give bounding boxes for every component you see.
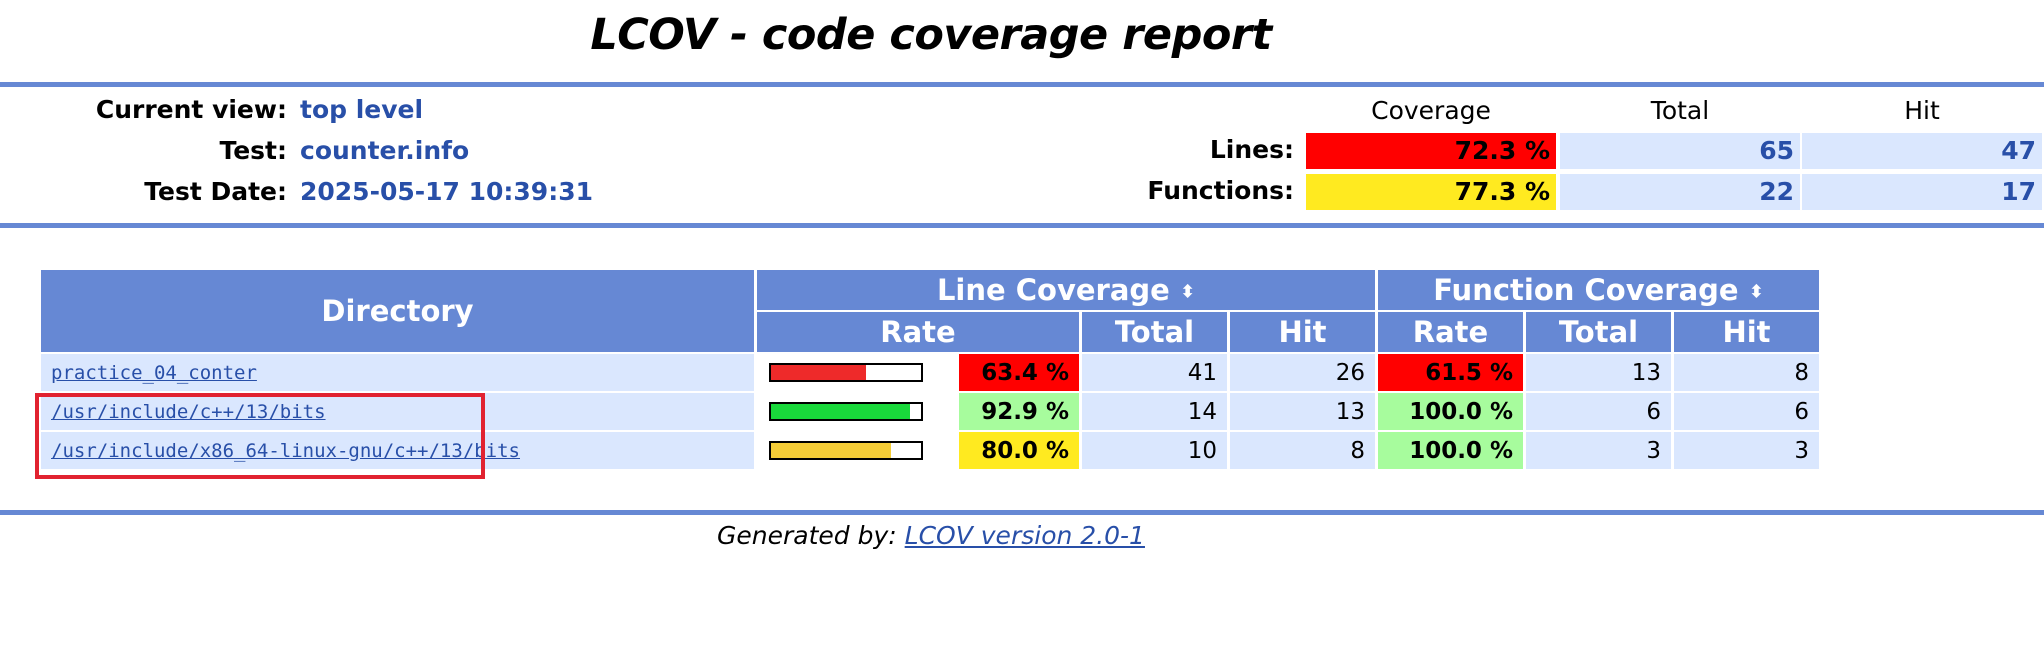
lcov-version-link[interactable]: LCOV version 2.0-1	[904, 521, 1145, 550]
line-rate-cell: 80.0 %	[958, 432, 1079, 469]
line-rate-cell: 92.9 %	[958, 393, 1079, 430]
line-total-cell: 10	[1082, 432, 1227, 469]
generated-by-label: Generated by:	[717, 521, 897, 550]
summary-functions-hit: 17	[1802, 174, 2042, 210]
sort-icon[interactable]: ⬍	[1179, 281, 1196, 303]
bottom-divider	[0, 510, 2044, 515]
coverage-bar-cell	[757, 432, 956, 469]
coverage-bar	[769, 441, 923, 460]
coverage-bar-cell	[757, 393, 956, 430]
summary-hit-header: Hit	[1904, 96, 1940, 125]
test-label: Test:	[219, 136, 287, 165]
directory-cell: practice_04_conter	[41, 354, 754, 391]
test-date-label: Test Date:	[144, 177, 287, 206]
line-rate-header: Rate	[757, 312, 1079, 352]
line-hit-header: Hit	[1230, 312, 1375, 352]
function-hit-header: Hit	[1674, 312, 1819, 352]
footer: Generated by: LCOV version 2.0-1	[0, 521, 1862, 550]
line-coverage-header[interactable]: Line Coverage ⬍	[757, 270, 1375, 310]
function-coverage-header-label: Function Coverage	[1433, 273, 1739, 307]
highlight-box	[35, 393, 485, 479]
table-row: practice_04_conter 63.4 % 41 26 61.5 % 1…	[41, 354, 1819, 391]
function-rate-cell: 61.5 %	[1378, 354, 1523, 391]
directory-cell: /usr/include/x86_64-linux-gnu/c++/13/bit…	[41, 432, 754, 469]
function-rate-header: Rate	[1378, 312, 1523, 352]
function-rate-cell: 100.0 %	[1378, 393, 1523, 430]
table-row: /usr/include/c++/13/bits 92.9 % 14 13 10…	[41, 393, 1819, 430]
directory-link[interactable]: practice_04_conter	[51, 361, 257, 384]
coverage-bar-fill	[771, 443, 891, 458]
summary-lines-total: 65	[1560, 133, 1800, 169]
summary-total-header: Total	[1650, 96, 1710, 125]
function-total-header: Total	[1526, 312, 1671, 352]
function-hit-cell: 6	[1674, 393, 1819, 430]
line-total-cell: 41	[1082, 354, 1227, 391]
top-divider	[0, 82, 2044, 87]
test-date-value: 2025-05-17 10:39:31	[300, 177, 593, 206]
sort-icon[interactable]: ⬍	[1748, 281, 1764, 303]
function-hit-cell: 8	[1674, 354, 1819, 391]
summary-functions-label: Functions:	[1147, 176, 1294, 205]
directory-header-label: Directory	[321, 294, 474, 328]
line-total-cell: 14	[1082, 393, 1227, 430]
current-view-label: Current view:	[95, 95, 287, 124]
page-title: LCOV - code coverage report	[590, 10, 1272, 60]
function-total-cell: 3	[1526, 432, 1671, 469]
line-hit-cell: 26	[1230, 354, 1375, 391]
line-hit-cell: 13	[1230, 393, 1375, 430]
line-rate-cell: 63.4 %	[958, 354, 1079, 391]
mid-divider	[0, 223, 2044, 228]
coverage-bar	[769, 363, 923, 382]
summary-lines-rate: 72.3 %	[1306, 133, 1556, 169]
directory-cell: /usr/include/c++/13/bits	[41, 393, 754, 430]
coverage-bar-fill	[771, 404, 911, 419]
function-coverage-header[interactable]: Function Coverage ⬍	[1378, 270, 1819, 310]
function-total-cell: 13	[1526, 354, 1671, 391]
summary-lines-hit: 47	[1802, 133, 2042, 169]
summary-coverage-header: Coverage	[1371, 96, 1491, 125]
function-rate-cell: 100.0 %	[1378, 432, 1523, 469]
function-total-cell: 6	[1526, 393, 1671, 430]
directory-header[interactable]: Directory	[41, 270, 754, 352]
coverage-table: Directory Line Coverage ⬍ Function Cover…	[38, 268, 1822, 471]
coverage-bar-fill	[771, 365, 867, 380]
coverage-bar	[769, 402, 923, 421]
summary-functions-rate: 77.3 %	[1306, 174, 1556, 210]
summary-lines-label: Lines:	[1209, 135, 1294, 164]
line-total-header: Total	[1082, 312, 1227, 352]
directory-link[interactable]: /usr/include/x86_64-linux-gnu/c++/13/bit…	[51, 439, 520, 462]
test-value: counter.info	[300, 136, 470, 165]
current-view-value: top level	[300, 95, 424, 124]
line-coverage-header-label: Line Coverage	[936, 273, 1170, 307]
line-hit-cell: 8	[1230, 432, 1375, 469]
coverage-bar-cell	[757, 354, 956, 391]
function-hit-cell: 3	[1674, 432, 1819, 469]
directory-link[interactable]: /usr/include/c++/13/bits	[51, 400, 326, 423]
table-row: /usr/include/x86_64-linux-gnu/c++/13/bit…	[41, 432, 1819, 469]
summary-functions-total: 22	[1560, 174, 1800, 210]
